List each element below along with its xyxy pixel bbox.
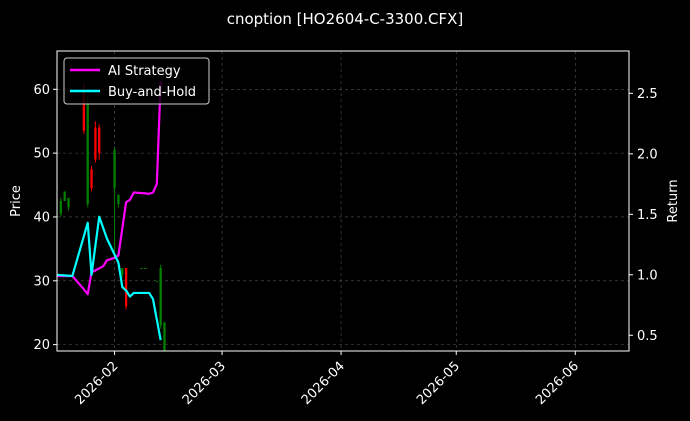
- y-tick-label-left: 40: [33, 210, 50, 225]
- y-tick-label-left: 60: [33, 83, 50, 98]
- legend: AI Strategy Buy-and-Hold: [63, 57, 210, 105]
- candle-body: [86, 102, 89, 205]
- candle-body: [94, 127, 97, 160]
- candle-body: [155, 280, 158, 282]
- return-series: [57, 81, 162, 341]
- candle-body: [113, 149, 116, 189]
- buy-and-hold-line: [57, 215, 162, 341]
- y-tick-label-left: 50: [33, 147, 50, 162]
- candle-body: [82, 89, 86, 131]
- candle-body: [144, 268, 147, 270]
- candle-body: [159, 268, 162, 326]
- candle-body: [163, 322, 166, 351]
- legend-label-ai-strategy: AI Strategy: [108, 64, 181, 79]
- legend-label-buy-and-hold: Buy-and-Hold: [108, 85, 196, 100]
- candle-body: [117, 194, 120, 205]
- y-tick-label-right: 2.0: [637, 147, 658, 162]
- y-tick-label-left: 30: [33, 274, 50, 289]
- y-tick-label-right: 0.5: [637, 329, 658, 344]
- plot-frame: [56, 50, 630, 352]
- legend-box: [63, 57, 210, 105]
- candle-body: [63, 191, 66, 201]
- y-tick-label-right: 1.0: [637, 268, 658, 283]
- y-tick-label-right: 1.5: [637, 208, 658, 223]
- candle-body: [121, 268, 124, 275]
- y-axis-label-left: Price: [9, 185, 24, 217]
- chart-title: cnoption [HO2604-C-3300.CFX]: [227, 10, 464, 28]
- y-axis-label-right: Return: [666, 179, 681, 222]
- candle-body: [67, 197, 70, 208]
- candle-body: [124, 268, 128, 307]
- plot-area: [57, 81, 166, 351]
- y-tick-label-left: 20: [33, 338, 50, 353]
- candle-body: [59, 201, 62, 214]
- candle-body: [98, 127, 101, 154]
- candle-body: [90, 169, 93, 189]
- y-tick-label-right: 2.5: [637, 87, 658, 102]
- candle-body: [140, 268, 143, 270]
- ai-strategy-line: [57, 81, 162, 296]
- candlestick-series: [59, 82, 166, 351]
